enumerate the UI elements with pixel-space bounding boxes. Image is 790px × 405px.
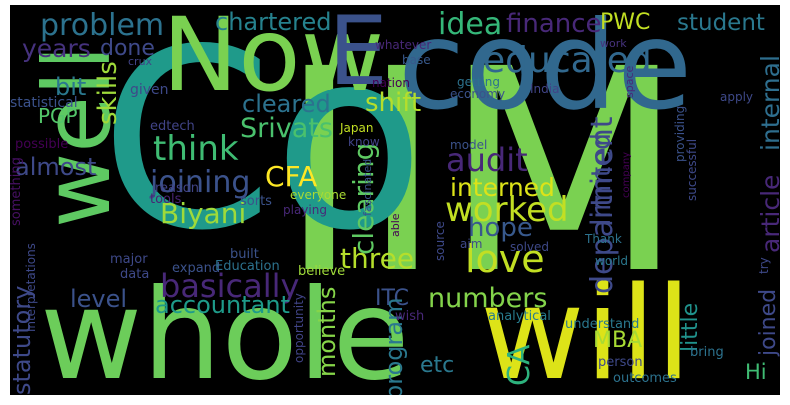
word-interpretations: interpretations [24, 243, 38, 332]
word-student: student [677, 10, 765, 36]
word-educated: educated [483, 40, 652, 81]
word-playing: playing [283, 203, 327, 217]
word-numbers: numbers [428, 283, 548, 314]
word-itc: ITC [375, 286, 409, 311]
word-getting: getting [457, 75, 500, 89]
word-joining: joining [150, 165, 251, 200]
word-world: world [595, 254, 629, 268]
word-think: think [153, 129, 239, 169]
word-pwc: PWC [600, 10, 651, 35]
word-internal: internal [756, 55, 780, 151]
word-accountant: accountant [155, 291, 290, 319]
word-whole: whole [40, 263, 410, 395]
word-bring: bring [690, 345, 724, 360]
word-code: code [398, 5, 693, 137]
word-months: months [313, 286, 341, 377]
word-joined: joined [756, 288, 780, 356]
word-biyani: Biyani [160, 197, 247, 230]
word-e: E [328, 5, 389, 107]
word-india: India [530, 82, 560, 96]
word-edtech: edtech [150, 119, 195, 134]
word-expand: expand [172, 261, 221, 276]
word-iim: IIM [278, 10, 685, 336]
word-major: major [110, 252, 148, 267]
word-skills: skills [93, 61, 123, 125]
word-data: data [120, 267, 150, 282]
word-try: try [757, 257, 771, 274]
word-bit: bit [55, 73, 87, 101]
word-understand: understand [565, 317, 640, 332]
word-basically: basically [160, 267, 300, 305]
word-apply: apply [720, 90, 754, 104]
word-hi: Hi [745, 360, 767, 384]
word-opportunity: opportunity [292, 293, 306, 363]
word-cfa: CFA [265, 160, 318, 193]
word-able: able [389, 213, 402, 237]
word-work: work [600, 37, 627, 50]
word-nation: nation [372, 76, 410, 90]
word-ca: CA [502, 344, 537, 386]
word-co: Co [100, 5, 425, 285]
word-everyone: everyone [290, 188, 347, 202]
word-analytical: analytical [488, 309, 551, 324]
word-believe: believe [298, 264, 346, 279]
word-tools: tools [150, 192, 182, 207]
word-article: article [756, 174, 780, 253]
word-worked: worked [445, 190, 569, 230]
word-model: model [450, 138, 488, 152]
word-done: done [100, 36, 155, 61]
word-crux: crux [128, 55, 153, 68]
word-source: source [433, 221, 447, 261]
word-fascinated: fascinated [361, 158, 374, 216]
word-space: space [623, 65, 636, 98]
word-level: level [70, 285, 128, 313]
word-education: Education [215, 259, 280, 274]
word-cleared: cleared [242, 90, 331, 118]
word-thank: Thank [585, 232, 622, 246]
word-sorts: sorts [240, 194, 272, 209]
word-three: three [340, 242, 415, 275]
word-idea: idea [438, 7, 503, 42]
word-know: know [348, 135, 380, 149]
word-chartered: chartered [215, 8, 332, 36]
word-something: something [10, 157, 24, 226]
word-statistical: statistical [10, 95, 78, 111]
word-srivats: Srivats [240, 113, 333, 144]
word-given: given [130, 82, 169, 98]
word-reason: reason [155, 181, 199, 196]
word-now: Now [162, 5, 385, 115]
word-problem: problem [40, 8, 165, 43]
word-audit: audit [446, 141, 528, 179]
word-love: love [465, 237, 545, 281]
word-built: built [230, 247, 259, 262]
word-years: years [22, 34, 91, 63]
word-wish: wish [395, 309, 425, 324]
word-solved: solved [510, 240, 550, 254]
word-aim: aim [460, 237, 483, 251]
word-pgp: PGP [38, 104, 78, 128]
word-shift: shift [365, 88, 422, 118]
word-whatever: whatever [375, 38, 432, 52]
word-will: will [480, 260, 692, 396]
word-etc: etc [420, 353, 455, 378]
word-almost: almost [15, 153, 97, 181]
word-company: company [621, 151, 632, 198]
word-japan: Japan [340, 121, 374, 135]
word-base: base [402, 53, 431, 67]
word-interned: interned [450, 173, 555, 202]
word-hope: hope [468, 213, 533, 243]
word-mba: MBA [593, 328, 643, 353]
word-economy: economy [450, 87, 506, 101]
word-successful: successful [685, 138, 699, 201]
word-finance: finance [506, 9, 602, 39]
word-outcomes: outcomes [613, 371, 677, 386]
word-possible: possible [15, 137, 69, 152]
word-person: person [598, 355, 643, 370]
